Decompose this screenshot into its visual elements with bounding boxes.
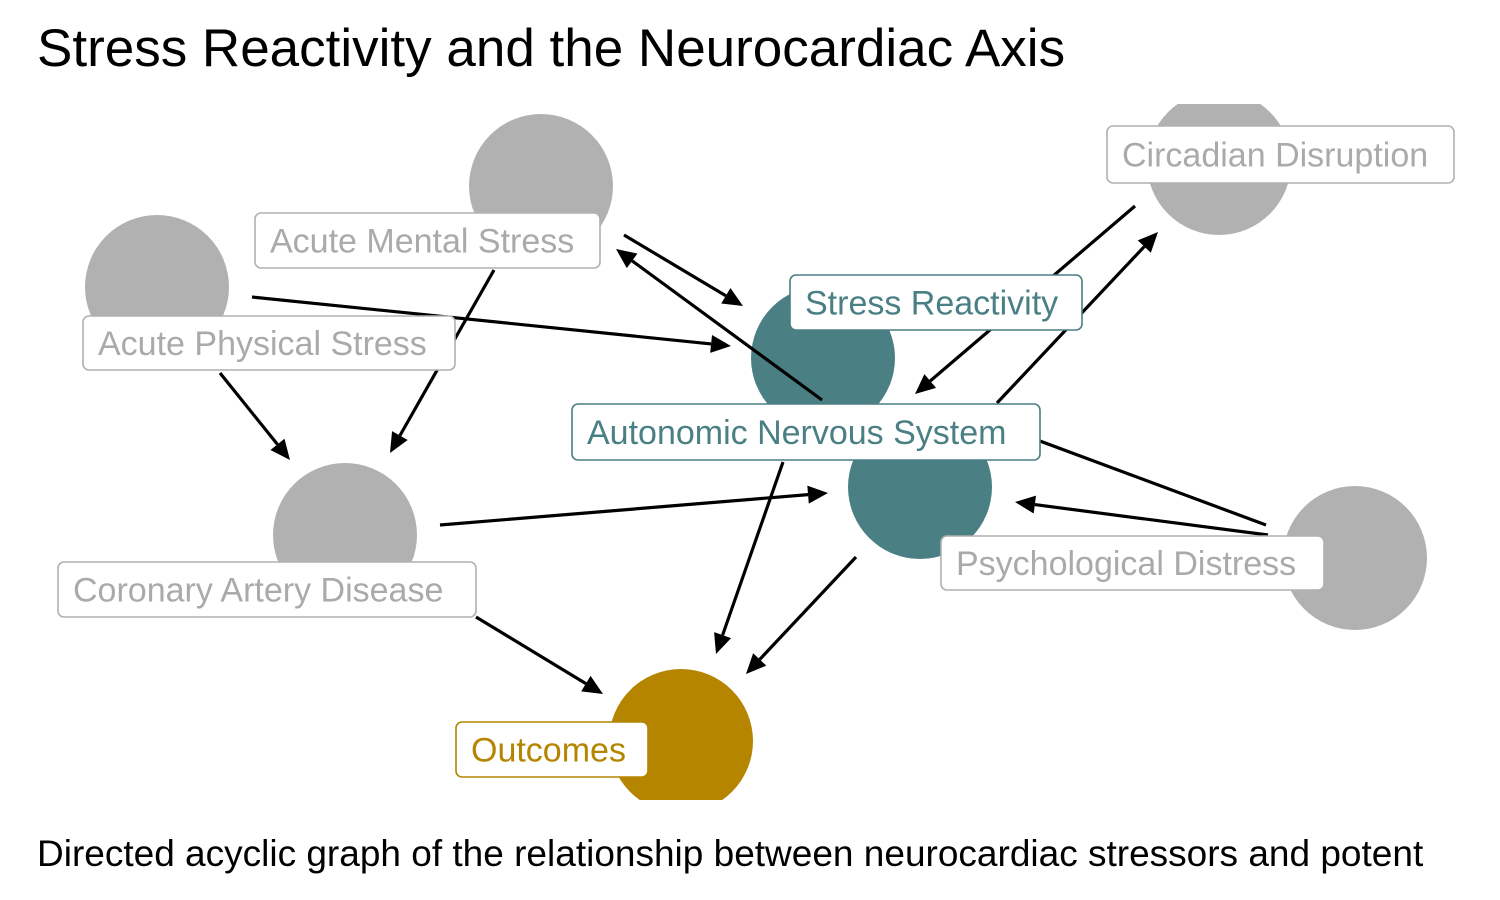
figure-title: Stress Reactivity and the Neurocardiac A… — [37, 19, 1066, 78]
edge-cad-to-out — [475, 615, 603, 694]
label-text: Acute Mental Stress — [270, 223, 574, 261]
edge-sr-to-out — [714, 461, 785, 654]
edge-cad-to-ans — [439, 485, 828, 527]
edge-pd-to-ans — [1015, 495, 1269, 537]
figure-caption: Directed acyclic graph of the relationsh… — [37, 833, 1424, 874]
label-text: Autonomic Nervous System — [587, 414, 1007, 452]
node-label-pd: Psychological Distress — [940, 535, 1325, 591]
label-box — [82, 315, 456, 371]
label-box — [789, 274, 1083, 331]
edges — [218, 204, 1269, 694]
edge-aps-to-sr — [251, 295, 731, 353]
node-label-ans: Autonomic Nervous System — [571, 403, 1041, 461]
node-label-aps: Acute Physical Stress — [82, 315, 456, 371]
label-text: Outcomes — [471, 732, 626, 770]
label-text: Stress Reactivity — [805, 285, 1058, 323]
node-label-cad: Coronary Artery Disease — [57, 561, 477, 618]
node-label-cd: Circadian Disruption — [1106, 125, 1455, 184]
label-text: Acute Physical Stress — [98, 325, 427, 363]
node-label-sr: Stress Reactivity — [789, 274, 1083, 331]
label-box — [455, 721, 649, 778]
label-box — [571, 403, 1041, 461]
label-text: Circadian Disruption — [1122, 137, 1428, 175]
edge-ams-to-sr — [623, 233, 743, 306]
edge-ans-to-ams — [616, 249, 823, 402]
node-labels: Acute Mental Stress Acute Physical Stress… — [57, 125, 1455, 778]
label-box — [1106, 125, 1455, 184]
node-circle-pd — [1283, 486, 1427, 630]
edge-ans-to-out — [746, 555, 858, 674]
label-text: Coronary Artery Disease — [73, 572, 443, 610]
node-label-ams: Acute Mental Stress — [254, 212, 601, 269]
node-label-out: Outcomes — [455, 721, 649, 778]
label-text: Psychological Distress — [956, 545, 1296, 583]
label-box — [940, 535, 1325, 591]
edge-aps-to-cad — [218, 371, 290, 460]
label-box — [254, 212, 601, 269]
label-box — [57, 561, 477, 618]
